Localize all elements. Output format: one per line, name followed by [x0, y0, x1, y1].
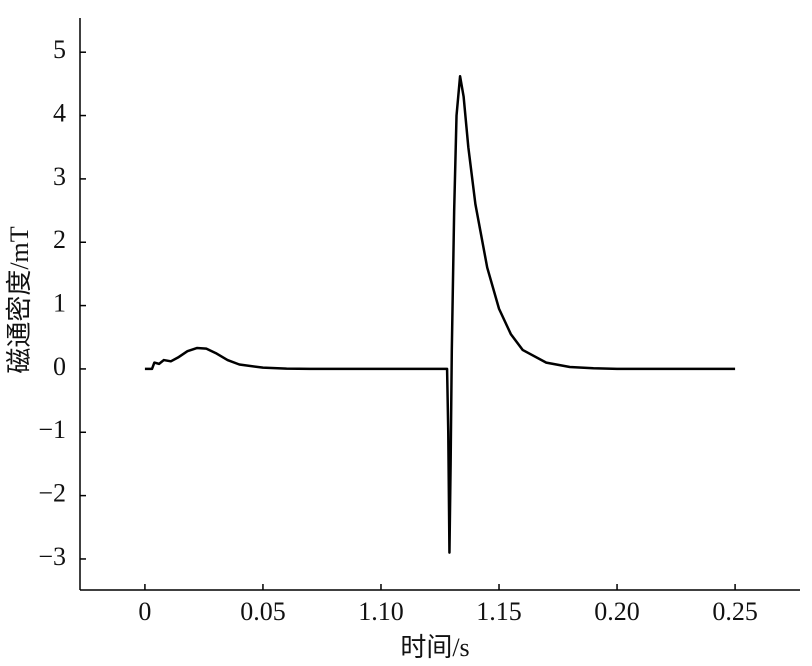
y-tick-label: 2 — [53, 225, 66, 254]
y-tick-label: 0 — [53, 352, 66, 381]
x-axis-label: 时间/s — [400, 633, 469, 662]
y-tick-label: −2 — [38, 479, 66, 508]
y-tick-label: −3 — [38, 542, 66, 571]
x-tick-label: 0.05 — [240, 597, 286, 626]
x-tick-label: 0.25 — [712, 597, 758, 626]
y-tick-label: 1 — [53, 289, 66, 318]
y-tick-label: 4 — [53, 99, 66, 128]
x-tick-label: 1.15 — [476, 597, 522, 626]
x-tick-label: 0.20 — [594, 597, 640, 626]
x-tick-label: 1.10 — [358, 597, 404, 626]
y-axis-label: 磁通密度/mT — [5, 226, 34, 373]
y-tick-label: 5 — [53, 35, 66, 64]
y-tick-label: −1 — [38, 415, 66, 444]
y-tick-label: 3 — [53, 162, 66, 191]
x-tick-label: 0 — [138, 597, 151, 626]
data-line — [144, 75, 736, 554]
